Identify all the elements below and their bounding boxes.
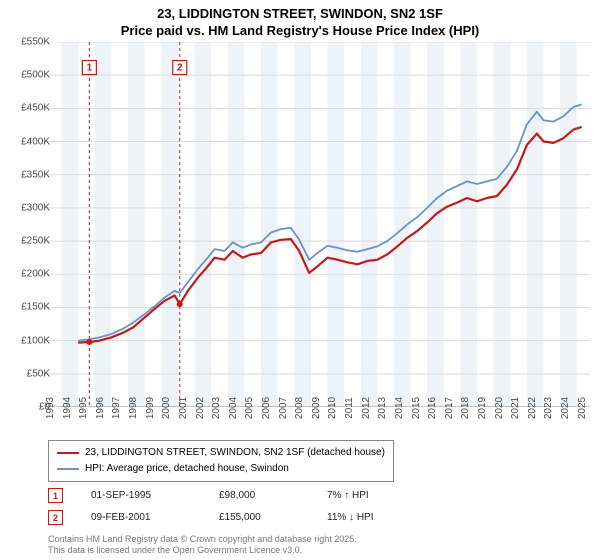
title-line1: 23, LIDDINGTON STREET, SWINDON, SN2 1SF [0,6,600,23]
x-tick-label: 2005 [244,397,255,419]
y-tick-label: £500K [21,70,50,81]
x-tick-label: 2001 [178,397,189,419]
x-tick-label: 2011 [344,397,355,419]
y-tick-label: £550K [21,37,50,48]
x-tick-label: 1993 [45,397,56,419]
x-tick-label: 2021 [510,397,521,419]
x-tick-label: 2025 [577,397,588,419]
x-tick-label: 2022 [527,397,538,419]
x-tick-label: 1998 [128,397,139,419]
x-tick-label: 2020 [494,397,505,419]
event-marker-icon: 2 [48,510,63,525]
x-tick-label: 2013 [377,397,388,419]
svg-text:1: 1 [87,63,93,74]
y-tick-label: £150K [21,302,50,313]
x-tick-label: 1997 [111,397,122,419]
chart-svg: 12 [45,42,590,407]
footer-line2: This data is licensed under the Open Gov… [48,545,357,556]
title-line2: Price paid vs. HM Land Registry's House … [0,23,600,40]
x-tick-label: 2003 [211,397,222,419]
x-tick-label: 2000 [161,397,172,419]
event-delta: 11% ↓ HPI [327,512,374,523]
y-tick-label: £350K [21,169,50,180]
y-tick-label: £200K [21,269,50,280]
event-delta: 7% ↑ HPI [327,490,369,501]
event-price: £155,000 [219,512,299,523]
x-tick-label: 2023 [543,397,554,419]
x-tick-label: 2009 [311,397,322,419]
legend-label: 23, LIDDINGTON STREET, SWINDON, SN2 1SF … [85,445,385,461]
legend-item: 23, LIDDINGTON STREET, SWINDON, SN2 1SF … [57,445,385,461]
y-tick-label: £100K [21,335,50,346]
event-date: 09-FEB-2001 [91,512,191,523]
event-row: 1 01-SEP-1995 £98,000 7% ↑ HPI [48,488,369,503]
event-date: 01-SEP-1995 [91,490,191,501]
x-tick-label: 1996 [95,397,106,419]
x-tick-label: 2016 [427,397,438,419]
event-price: £98,000 [219,490,299,501]
event-row: 2 09-FEB-2001 £155,000 11% ↓ HPI [48,510,374,525]
x-tick-label: 2015 [411,397,422,419]
x-tick-label: 2019 [477,397,488,419]
x-tick-label: 1994 [62,397,73,419]
x-tick-label: 2012 [361,397,372,419]
x-tick-label: 1995 [78,397,89,419]
x-tick-label: 2024 [560,397,571,419]
y-tick-label: £300K [21,202,50,213]
legend-swatch [57,468,79,470]
y-tick-label: £400K [21,136,50,147]
x-tick-label: 2007 [278,397,289,419]
legend-swatch [57,452,79,454]
chart-area: 12 [45,42,590,407]
svg-text:2: 2 [177,63,183,74]
x-tick-label: 2010 [327,397,338,419]
x-tick-label: 2002 [195,397,206,419]
y-tick-label: £450K [21,103,50,114]
x-tick-label: 2004 [228,397,239,419]
event-marker-icon: 1 [48,488,63,503]
footer-line1: Contains HM Land Registry data © Crown c… [48,534,357,545]
legend-label: HPI: Average price, detached house, Swin… [85,461,289,477]
x-tick-label: 1999 [145,397,156,419]
footer: Contains HM Land Registry data © Crown c… [48,534,357,557]
legend-item: HPI: Average price, detached house, Swin… [57,461,385,477]
chart-title: 23, LIDDINGTON STREET, SWINDON, SN2 1SF … [0,0,600,40]
legend: 23, LIDDINGTON STREET, SWINDON, SN2 1SF … [48,440,394,482]
x-tick-label: 2006 [261,397,272,419]
x-tick-label: 2018 [460,397,471,419]
x-tick-label: 2008 [294,397,305,419]
y-tick-label: £250K [21,236,50,247]
x-tick-label: 2014 [394,397,405,419]
x-tick-label: 2017 [444,397,455,419]
y-tick-label: £50K [27,368,50,379]
